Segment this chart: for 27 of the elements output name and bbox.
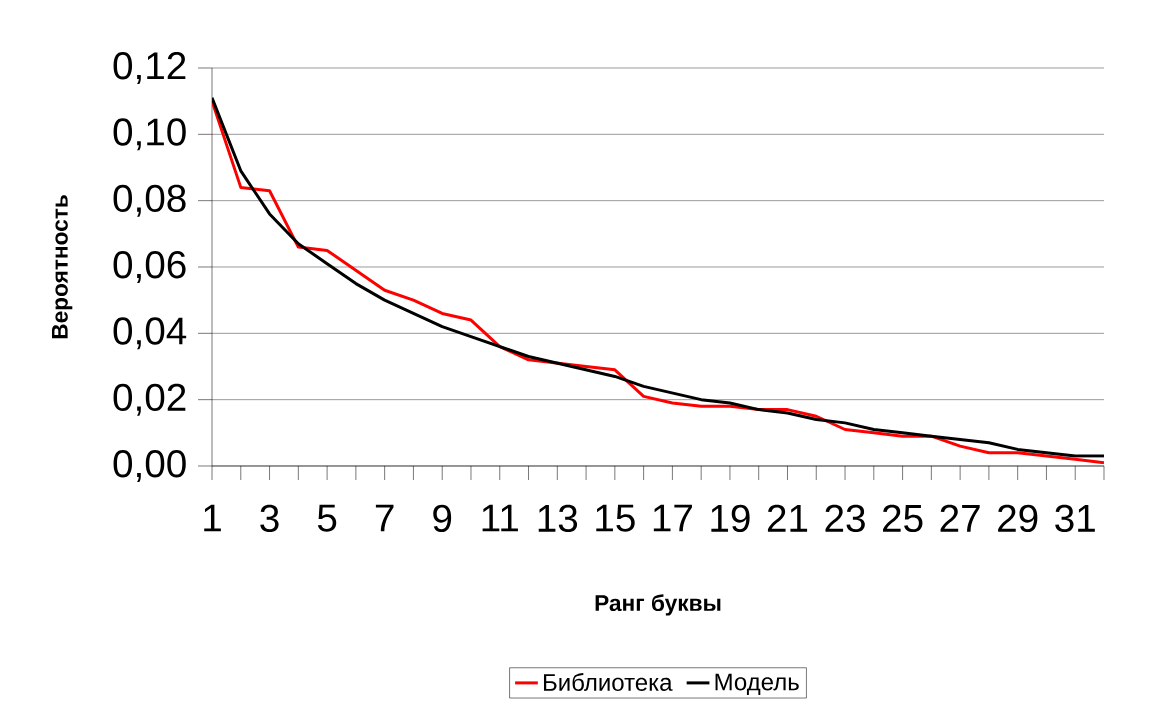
- x-tick-label: 17: [653, 504, 692, 532]
- y-tick-label: 0,04: [113, 317, 187, 350]
- x-tick-label: 23: [825, 504, 865, 533]
- y-tick-label: 0,06: [113, 251, 186, 283]
- x-tick-label: 3: [260, 504, 279, 533]
- y-tick-label: 0,02: [113, 383, 186, 416]
- x-tick-label: 19: [711, 504, 750, 533]
- x-tick-label: 13: [538, 504, 578, 533]
- legend-label: Модель: [715, 673, 799, 695]
- x-tick-label: 31: [1055, 504, 1095, 533]
- x-tick-label: 15: [596, 504, 635, 532]
- y-tick-label: 0,10: [113, 118, 186, 151]
- y-tick-label: 0,12: [113, 52, 186, 84]
- x-tick-label: 9: [433, 504, 452, 533]
- legend-label: Библиотека: [543, 673, 673, 691]
- x-axis-title: Ранг буквы: [595, 594, 721, 616]
- x-tick-label: 21: [767, 504, 808, 532]
- x-tick-label: 29: [998, 504, 1038, 533]
- x-tick-label: 1: [204, 504, 221, 532]
- x-tick-label: 25: [883, 504, 923, 533]
- y-tick-label: 0,08: [113, 184, 186, 217]
- x-tick-label: 11: [482, 504, 518, 532]
- y-tick-label: 0,00: [113, 450, 186, 482]
- y-axis-title: Вероятность: [52, 195, 73, 339]
- x-tick-label: 27: [940, 504, 980, 532]
- x-tick-label: 7: [375, 504, 394, 532]
- x-tick-label: 5: [317, 504, 337, 532]
